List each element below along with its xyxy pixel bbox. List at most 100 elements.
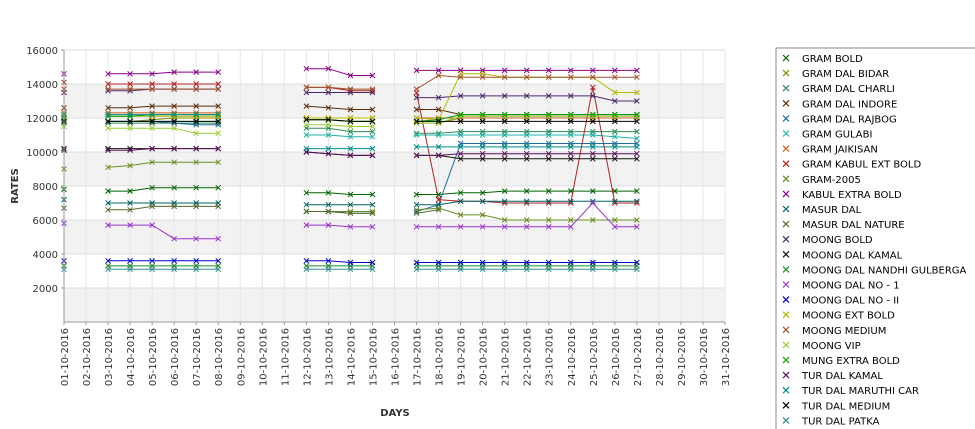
x-tick-label: 24-10-2016	[567, 328, 578, 386]
data-point	[193, 266, 200, 273]
data-point	[413, 118, 420, 125]
data-point	[215, 69, 222, 75]
data-point	[325, 208, 332, 215]
data-point	[325, 116, 332, 123]
data-point	[347, 145, 354, 152]
series-tur-dal-kamal	[61, 145, 640, 159]
series-line	[306, 224, 373, 228]
data-point	[634, 150, 640, 157]
series-line	[306, 124, 373, 127]
data-point	[611, 259, 618, 266]
data-point	[325, 222, 332, 228]
data-point	[634, 188, 640, 194]
data-point	[127, 86, 133, 92]
legend-marker	[782, 220, 790, 228]
data-point	[523, 155, 530, 162]
data-point	[303, 121, 310, 128]
data-point	[567, 259, 574, 266]
data-point	[523, 67, 530, 74]
data-point	[149, 118, 155, 125]
data-point	[347, 259, 354, 266]
data-point	[127, 162, 133, 169]
data-point	[193, 203, 200, 210]
series-tur-dal-patka	[61, 266, 640, 273]
series-masur-dal	[61, 196, 640, 208]
data-point	[435, 106, 442, 113]
legend-marker	[782, 130, 790, 137]
data-point	[479, 212, 486, 218]
data-point	[413, 106, 420, 113]
data-point	[127, 200, 133, 206]
data-point	[545, 266, 552, 273]
data-point	[611, 111, 618, 118]
data-point	[127, 125, 133, 132]
x-tick-label: 12-10-2016	[302, 328, 313, 386]
data-point	[523, 259, 530, 266]
data-point	[303, 65, 310, 72]
data-point	[523, 150, 530, 157]
y-tick-label: 6000	[33, 216, 58, 227]
x-tick-label: 21-10-2016	[501, 328, 512, 386]
data-point	[347, 128, 354, 135]
x-tick-label: 29-10-2016	[677, 328, 688, 386]
data-point	[457, 198, 464, 205]
grid-lines	[63, 49, 726, 322]
legend-label: GRAM KABUL EXT BOLD	[802, 160, 921, 171]
legend-marker	[782, 145, 790, 153]
data-point	[457, 223, 464, 230]
data-point	[171, 257, 178, 264]
data-point	[369, 201, 376, 208]
data-point	[501, 144, 508, 150]
data-point	[634, 67, 640, 74]
x-tick-label: 18-10-2016	[435, 328, 446, 386]
data-point	[611, 223, 618, 230]
data-point	[413, 201, 420, 208]
data-point	[149, 81, 155, 87]
data-point	[435, 132, 442, 138]
data-point	[611, 144, 618, 150]
data-point	[435, 206, 442, 213]
data-point	[369, 72, 376, 79]
data-point	[435, 196, 442, 203]
data-point	[105, 81, 111, 87]
series-line	[108, 105, 219, 109]
data-point	[413, 191, 420, 198]
data-point	[127, 188, 133, 194]
data-point	[171, 159, 178, 166]
data-point	[457, 111, 464, 118]
data-point	[634, 98, 640, 104]
legend-label: TUR DAL MEDIUM	[801, 401, 890, 412]
x-axis-title: DAYS	[380, 408, 410, 419]
legend-marker	[782, 114, 790, 122]
data-point	[413, 67, 420, 74]
x-tick-label: 30-10-2016	[699, 328, 710, 386]
data-point	[303, 116, 310, 123]
data-point	[435, 259, 442, 266]
series-line	[306, 134, 373, 138]
data-point	[303, 222, 310, 228]
data-point	[589, 118, 596, 125]
data-point	[567, 266, 574, 273]
data-point	[105, 266, 111, 273]
y-tick-label: 12000	[26, 114, 58, 125]
legend-marker	[782, 326, 790, 334]
data-point	[501, 155, 508, 162]
data-point	[589, 144, 596, 150]
series-line	[306, 151, 373, 156]
data-point	[589, 200, 596, 206]
data-point	[545, 67, 552, 74]
data-point	[545, 144, 552, 150]
data-point	[435, 67, 442, 74]
legend-marker	[782, 54, 790, 62]
data-point	[215, 86, 222, 92]
data-point	[435, 94, 442, 101]
x-tick-label: 15-10-2016	[368, 328, 379, 386]
legend-box	[775, 47, 975, 429]
data-point	[634, 144, 640, 150]
data-point	[634, 198, 640, 205]
legend-marker	[782, 175, 790, 183]
data-point	[193, 118, 200, 125]
data-point	[589, 217, 596, 223]
data-point	[545, 118, 552, 125]
x-tick-label: 17-10-2016	[413, 328, 424, 386]
